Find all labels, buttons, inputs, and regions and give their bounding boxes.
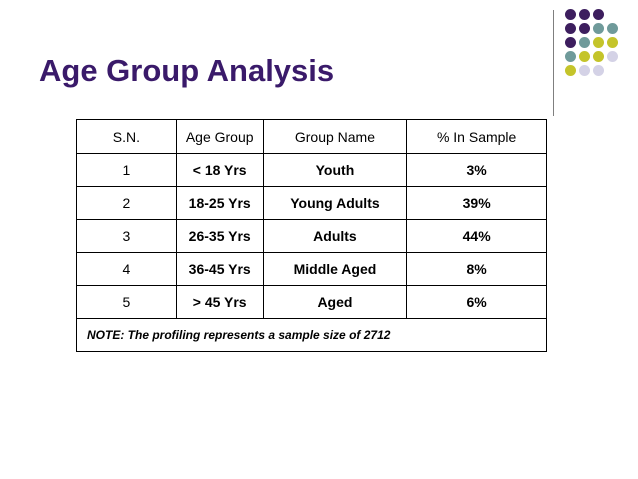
decorative-dot	[565, 23, 576, 34]
cell-age-group: 18-25 Yrs	[175, 186, 264, 220]
decorative-dot	[607, 37, 618, 48]
cell-group-name: Young Adults	[262, 186, 408, 220]
cell-group-name: Aged	[262, 285, 408, 319]
sample-size-note: NOTE: The profiling represents a sample …	[76, 318, 547, 352]
decorative-dot	[607, 51, 618, 62]
decorative-divider-line	[553, 10, 554, 116]
decorative-dot	[593, 23, 604, 34]
header-group-name: Group Name	[262, 119, 408, 154]
decorative-dot	[579, 37, 590, 48]
decorative-dot-grid	[565, 9, 635, 99]
cell-group-name: Middle Aged	[262, 252, 408, 286]
age-group-table: S.N. Age Group Group Name % In Sample 1 …	[76, 119, 547, 352]
decorative-dot	[579, 65, 590, 76]
header-age-group: Age Group	[175, 119, 264, 154]
table-row: 1 < 18 Yrs Youth 3%	[76, 153, 547, 187]
cell-percent: 3%	[406, 153, 547, 187]
cell-group-name: Adults	[262, 219, 408, 253]
cell-age-group: < 18 Yrs	[175, 153, 264, 187]
cell-percent: 8%	[406, 252, 547, 286]
slide-title: Age Group Analysis	[39, 53, 335, 88]
decorative-dot	[579, 23, 590, 34]
cell-sn: 1	[76, 153, 177, 187]
cell-sn: 5	[76, 285, 177, 319]
cell-sn: 4	[76, 252, 177, 286]
cell-percent: 6%	[406, 285, 547, 319]
decorative-dot	[565, 51, 576, 62]
cell-age-group: 26-35 Yrs	[175, 219, 264, 253]
table-header-row: S.N. Age Group Group Name % In Sample	[76, 119, 547, 154]
decorative-dot	[593, 9, 604, 20]
table-row: 2 18-25 Yrs Young Adults 39%	[76, 186, 547, 220]
decorative-dot	[593, 37, 604, 48]
cell-sn: 2	[76, 186, 177, 220]
decorative-dot	[579, 51, 590, 62]
header-percent: % In Sample	[406, 119, 547, 154]
decorative-dot	[565, 9, 576, 20]
decorative-dot	[565, 65, 576, 76]
cell-age-group: 36-45 Yrs	[175, 252, 264, 286]
cell-group-name: Youth	[262, 153, 408, 187]
cell-percent: 44%	[406, 219, 547, 253]
table-row: 5 > 45 Yrs Aged 6%	[76, 285, 547, 319]
decorative-dot	[565, 37, 576, 48]
table-row: 4 36-45 Yrs Middle Aged 8%	[76, 252, 547, 286]
decorative-dot	[579, 9, 590, 20]
cell-age-group: > 45 Yrs	[175, 285, 264, 319]
decorative-dot	[593, 65, 604, 76]
decorative-dot	[607, 23, 618, 34]
cell-percent: 39%	[406, 186, 547, 220]
header-sn: S.N.	[76, 119, 177, 154]
table-note-row: NOTE: The profiling represents a sample …	[76, 318, 547, 352]
table-row: 3 26-35 Yrs Adults 44%	[76, 219, 547, 253]
decorative-dot	[593, 51, 604, 62]
cell-sn: 3	[76, 219, 177, 253]
